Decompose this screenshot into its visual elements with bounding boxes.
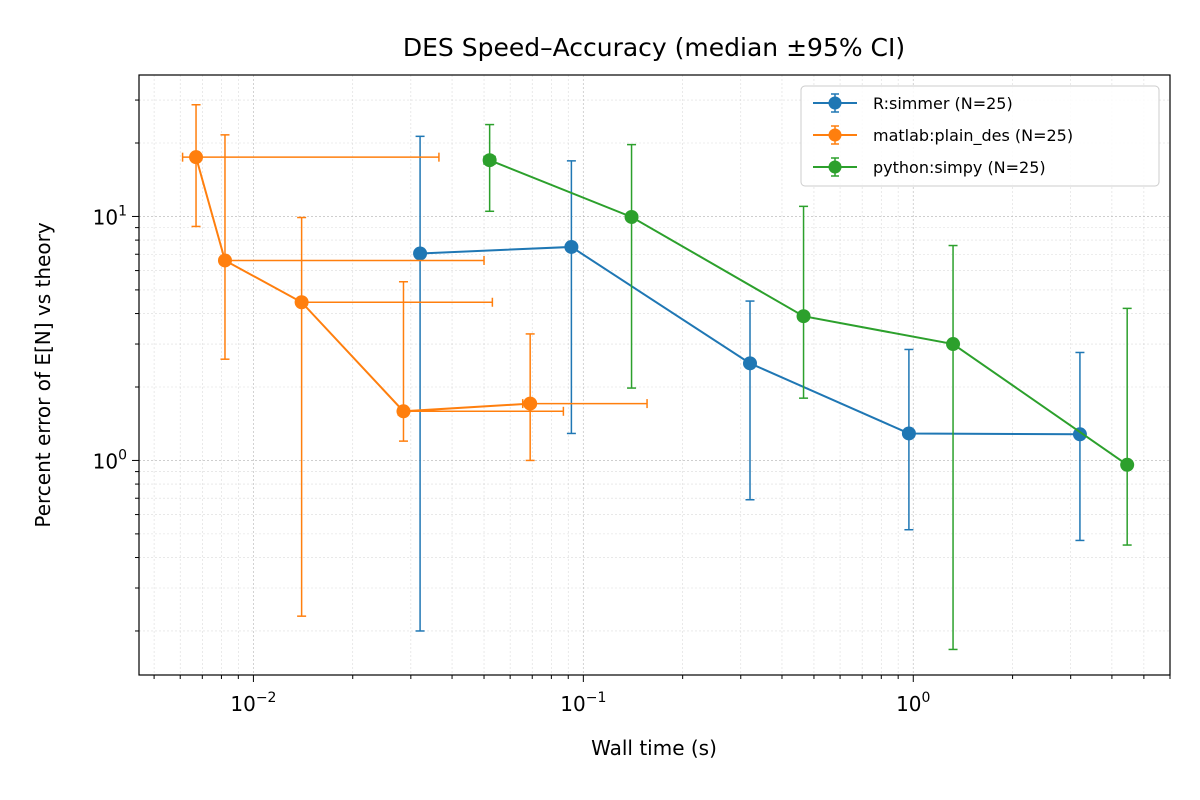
y-axis-label: Percent error of E[N] vs theory — [31, 222, 55, 527]
x-tick-label: 10−1 — [560, 690, 606, 716]
data-point — [1120, 457, 1135, 472]
legend-label: matlab:plain_des (N=25) — [873, 126, 1073, 146]
legend-marker — [828, 128, 842, 142]
series — [181, 103, 648, 617]
data-point — [294, 295, 309, 310]
y-tick-label-base: 10 — [93, 205, 118, 229]
x-tick-label-exponent: −1 — [586, 690, 607, 706]
x-tick-label-exponent: −2 — [256, 690, 277, 706]
y-tick-label: 100 — [93, 447, 127, 473]
data-point — [901, 426, 916, 441]
plot-series — [181, 103, 1135, 651]
x-axis-label: Wall time (s) — [591, 736, 717, 760]
y-tick-label: 101 — [93, 203, 127, 229]
y-tick-label-base: 10 — [93, 449, 118, 473]
x-tick-label: 100 — [896, 690, 930, 716]
legend: R:simmer (N=25) matlab:plain_des (N=25) py… — [800, 85, 1160, 187]
x-tick-label-base: 10 — [560, 692, 585, 716]
data-point — [189, 150, 204, 165]
data-point — [217, 253, 232, 268]
data-point — [743, 356, 758, 371]
data-point — [396, 404, 411, 419]
data-point — [624, 209, 639, 224]
chart-title: DES Speed–Accuracy (median ±95% CI) — [403, 33, 905, 62]
series — [482, 123, 1135, 651]
x-tick-label-base: 10 — [896, 692, 921, 716]
plot-frame — [138, 74, 1171, 676]
legend-marker — [828, 160, 842, 174]
data-point — [523, 396, 538, 411]
data-point — [796, 309, 811, 324]
legend-marker — [828, 96, 842, 110]
x-tick-label: 10−2 — [230, 690, 276, 716]
data-point — [482, 153, 497, 168]
y-tick-label-exponent: 0 — [118, 447, 127, 463]
x-tick-label-base: 10 — [230, 692, 255, 716]
x-tick-label-exponent: 0 — [922, 690, 931, 706]
legend-label: python:simpy (N=25) — [873, 158, 1046, 177]
grid — [139, 75, 1171, 675]
legend-label: R:simmer (N=25) — [873, 94, 1013, 113]
data-point — [946, 337, 961, 352]
legend-box — [800, 85, 1160, 187]
data-point — [564, 239, 579, 254]
y-tick-label-exponent: 1 — [118, 203, 127, 219]
data-point — [413, 246, 428, 261]
